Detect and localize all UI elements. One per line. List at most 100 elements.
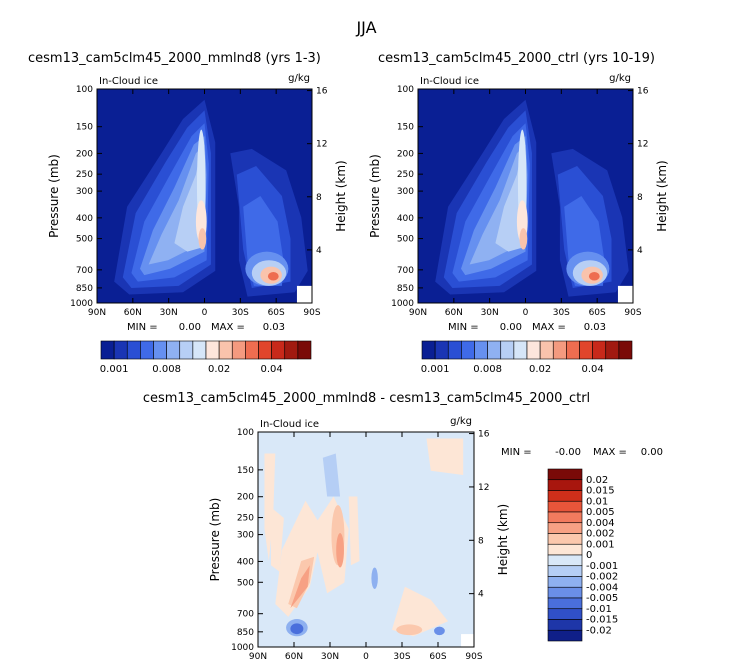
colorbar-label: -0.004 [586,582,618,593]
y-tick-label: 200 [76,149,93,159]
y-tick-label: 400 [237,557,254,567]
x-tick-label: 30S [553,308,570,318]
y-tick-label: 700 [397,266,414,276]
colorbar-swatch [474,340,488,360]
colorbar-swatch [153,340,167,360]
y-tick-label: 400 [76,214,93,224]
min-label: MIN = [448,322,479,333]
colorbar-swatch [297,340,312,360]
positive-anomaly-60n [275,500,323,617]
units-label: g/kg [450,416,472,427]
y-tick-label: 1000 [391,299,414,309]
min-label: MIN = [127,322,158,333]
x-tick-label: 60N [445,308,463,318]
colorbar-swatch [245,340,259,360]
colorbar-label: 0.01 [586,496,608,507]
y2-tick-label: 12 [316,140,327,150]
left-panel-title: cesm13_cam5clm45_2000_mmlnd8 (yrs 1-3) [28,51,321,66]
colorbar-swatch [547,565,583,577]
y-tick-label: 850 [76,284,93,294]
y2-tick-label: 4 [637,246,643,256]
difference-panel-title: cesm13_cam5clm45_2000_mmlnd8 - cesm13_ca… [142,391,591,406]
colorbar-label: 0.02 [208,364,230,375]
y2-axis-title: Height (km) [496,504,510,575]
right-panel-title: cesm13_cam5clm45_2000_ctrl (yrs 10-19) [378,51,655,66]
max-label: MAX = [211,322,245,333]
y-axis-title: Pressure (mb) [208,498,222,582]
plot-area [418,89,633,303]
colorbar-swatch [618,340,633,360]
colorbar-label: 0.04 [260,364,282,375]
positive-anomaly [270,507,284,572]
colorbar-swatch [284,340,299,360]
colorbar-label: 0 [586,550,592,561]
colorbar-swatch [500,340,515,360]
y2-tick-label: 8 [637,193,643,203]
y-tick-label: 1000 [231,643,254,653]
colorbar-label: 0.015 [586,486,615,497]
colorbar-swatch [100,340,115,360]
colorbar-swatch [218,340,233,360]
colorbar-swatch [547,468,583,481]
x-tick-label: 60N [285,652,303,662]
colorbar-label: -0.015 [586,615,618,626]
panel-bottom: In-Cloud ice g/kg 90N 60N 30N 0 30S 60S 90S 100 15… [208,416,663,662]
colorbar-swatch [552,340,567,360]
figure-title: JJA [356,18,377,37]
colorbar-label: -0.02 [586,625,612,636]
y2-tick-label: 12 [478,483,489,493]
positive-anomaly-60n-core [290,565,310,609]
y-tick-label: 300 [237,531,254,541]
y2-axis-title: Height (km) [655,160,669,231]
colorbar-swatch [526,340,541,360]
y2-tick-label: 16 [637,87,649,97]
x-tick-label: 90S [465,652,482,662]
panel-label-bg [259,416,339,430]
colorbar-swatch [592,340,607,360]
panel-label: In-Cloud ice [420,76,479,87]
y-axis-title: Pressure (mb) [47,154,61,238]
max-label: MAX = [532,322,566,333]
colorbar-swatch [434,340,449,360]
colorbar-label: 0.002 [586,529,615,540]
y-tick-label: 100 [237,428,254,438]
x-tick-label: 90S [303,308,320,318]
colorbar-swatch [447,340,462,360]
contour-level-11-south [267,271,279,281]
panel-label: In-Cloud ice [260,419,319,430]
colorbar-swatch [140,340,154,360]
colorbar-label: -0.01 [586,604,612,615]
y2-tick-label: 16 [478,430,490,440]
y-tick-label: 100 [397,85,414,95]
colorbar-swatch [113,340,128,360]
colorbar-swatch [258,340,272,360]
y-tick-label: 150 [237,466,254,476]
y-tick-label: 150 [397,123,414,133]
y-tick-label: 500 [237,578,254,588]
x-tick-label: 60S [589,308,606,318]
x-tick-label: 60S [268,308,285,318]
colorbar-label: -0.001 [586,561,618,572]
plot-area [258,432,474,647]
colorbar-swatch [461,340,475,360]
colorbar-swatch [179,340,194,360]
y-axis-title: Pressure (mb) [368,154,382,238]
units-label: g/kg [609,73,631,84]
plot-area [97,89,312,303]
colorbar-swatch [547,608,583,620]
min-label: MIN = [501,447,532,458]
max-value: 0.03 [584,322,606,333]
colorbar-swatch [547,511,583,524]
positive-anomaly-sh [391,586,449,637]
positive-anomaly-top-sh [426,438,464,475]
negative-anomaly-sh [434,626,445,636]
negative-anomaly-eq [371,567,378,589]
y-tick-label: 700 [237,610,254,620]
x-tick-label: 90N [249,652,267,662]
x-tick-label: 30N [481,308,499,318]
masked-region [617,285,633,303]
y-tick-label: 1000 [70,299,93,309]
colorbar-swatch [231,340,246,360]
contour-level-9 [519,228,528,250]
min-value: 0.00 [500,322,522,333]
